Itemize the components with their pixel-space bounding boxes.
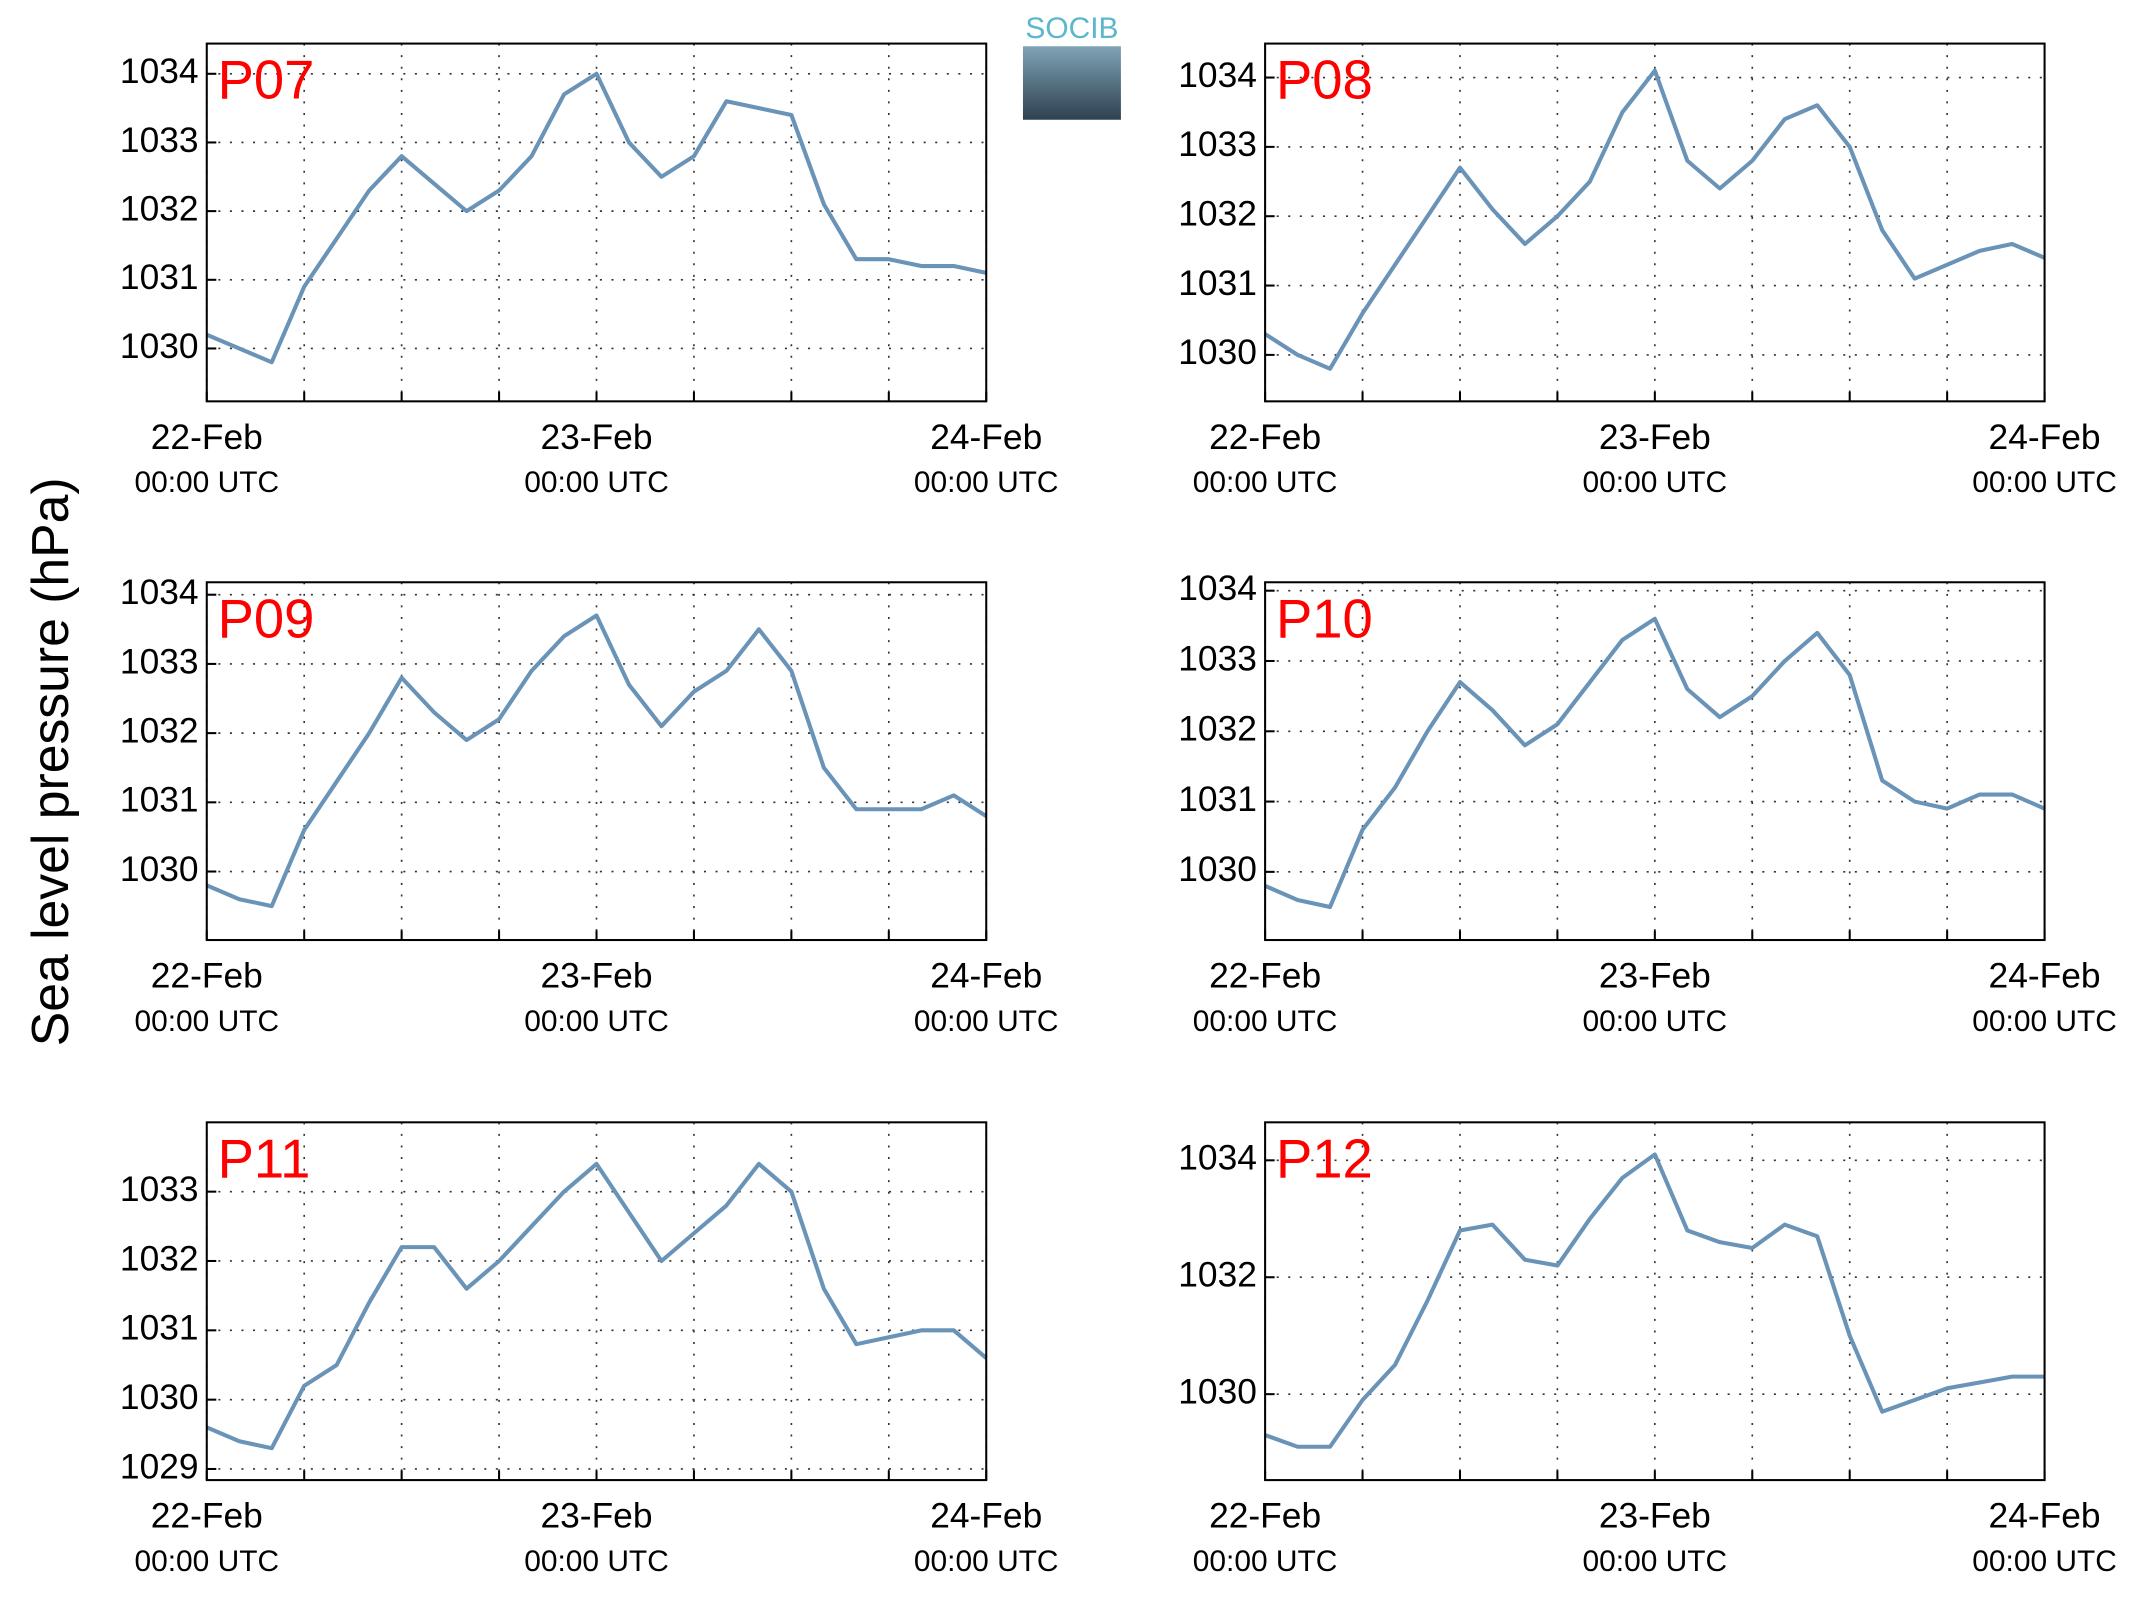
y-tick-label: 1033 <box>120 1170 199 1209</box>
x-tick-sublabel: 00:00 UTC <box>1583 1005 1728 1038</box>
panel: 1029 1030 1031 1032 1033 22-Feb 00:00 UTC 23-Fe… <box>120 1121 1059 1578</box>
pressure-line <box>1264 616 2046 910</box>
panel: 1030 1031 1032 1033 1034 22-Feb 00:00 UTC 23-Fe… <box>120 42 1059 499</box>
y-axis-label: Sea level pressure (hPa) <box>21 477 79 1046</box>
plot-frame <box>1264 1121 2046 1482</box>
pressure-line <box>205 613 988 909</box>
plot-frame <box>205 42 988 403</box>
x-tick-label: 24-Feb <box>1989 956 2101 995</box>
y-tick-label: 1034 <box>1178 569 1257 608</box>
y-tick-label: 1029 <box>120 1447 199 1486</box>
x-tick-label: 23-Feb <box>1599 1497 1711 1536</box>
x-tick-label: 23-Feb <box>540 1497 652 1536</box>
x-tick-sublabel: 00:00 UTC <box>1972 1545 2117 1578</box>
panel-title: P10 <box>1276 588 1373 649</box>
x-tick-label: 22-Feb <box>151 1497 263 1536</box>
y-tick-label: 1031 <box>120 781 199 820</box>
x-tick-label: 24-Feb <box>1989 418 2101 457</box>
logo: SOCIB <box>1022 12 1121 120</box>
y-tick-label: 1031 <box>1178 264 1257 303</box>
panel: 1030 1032 1034 22-Feb 00:00 UTC 23-Feb 00:00 U… <box>1178 1121 2117 1578</box>
x-tick-sublabel: 00:00 UTC <box>914 1005 1059 1038</box>
y-tick-label: 1030 <box>120 327 199 366</box>
x-tick-sublabel: 00:00 UTC <box>524 1005 669 1038</box>
x-tick-sublabel: 00:00 UTC <box>1583 466 1728 499</box>
plot-frame <box>1264 42 2046 403</box>
x-tick-sublabel: 00:00 UTC <box>914 466 1059 499</box>
x-tick-label: 22-Feb <box>1209 418 1321 457</box>
y-tick-label: 1032 <box>1178 195 1257 234</box>
panel: 1030 1031 1032 1033 1034 22-Feb 00:00 UTC 23-Fe… <box>1178 569 2117 1038</box>
y-tick-label: 1033 <box>120 121 199 160</box>
y-tick-label: 1034 <box>120 573 199 612</box>
pressure-line <box>1264 68 2046 371</box>
x-tick-label: 24-Feb <box>1989 1497 2101 1536</box>
x-tick-sublabel: 00:00 UTC <box>914 1545 1059 1578</box>
panel: 1030 1031 1032 1033 1034 22-Feb 00:00 UTC 23-Fe… <box>1178 42 2117 499</box>
y-tick-label: 1034 <box>1178 1139 1257 1178</box>
panel-title: P07 <box>218 50 315 111</box>
panel-title: P12 <box>1276 1129 1373 1190</box>
x-tick-label: 24-Feb <box>930 1497 1042 1536</box>
y-tick-label: 1030 <box>1178 333 1257 372</box>
x-tick-label: 22-Feb <box>1209 956 1321 995</box>
x-tick-sublabel: 00:00 UTC <box>1972 466 2117 499</box>
x-tick-sublabel: 00:00 UTC <box>134 1005 279 1038</box>
x-tick-sublabel: 00:00 UTC <box>524 1545 669 1578</box>
x-tick-label: 24-Feb <box>930 418 1042 457</box>
y-tick-label: 1032 <box>120 189 199 228</box>
panel-title: P08 <box>1276 50 1373 111</box>
y-tick-label: 1031 <box>1178 780 1257 819</box>
y-tick-label: 1033 <box>1178 125 1257 164</box>
y-tick-label: 1034 <box>1178 56 1257 95</box>
x-tick-sublabel: 00:00 UTC <box>1193 1545 1338 1578</box>
plot-frame <box>205 1121 988 1482</box>
logo-text: SOCIB <box>1025 12 1118 45</box>
panel-title: P11 <box>218 1129 311 1190</box>
x-tick-label: 23-Feb <box>540 418 652 457</box>
y-tick-label: 1032 <box>120 1239 199 1278</box>
x-tick-sublabel: 00:00 UTC <box>134 466 279 499</box>
x-tick-sublabel: 00:00 UTC <box>524 466 669 499</box>
x-tick-label: 22-Feb <box>151 956 263 995</box>
x-tick-label: 22-Feb <box>1209 1497 1321 1536</box>
y-tick-label: 1030 <box>1178 1372 1257 1411</box>
pressure-line <box>1264 1152 2045 1449</box>
y-tick-label: 1032 <box>1178 1256 1257 1295</box>
x-tick-label: 23-Feb <box>1599 956 1711 995</box>
x-tick-sublabel: 00:00 UTC <box>1193 1005 1338 1038</box>
plot-frame <box>1264 581 2046 942</box>
plot-frame <box>205 581 988 942</box>
y-tick-label: 1031 <box>120 258 199 297</box>
x-tick-label: 23-Feb <box>1599 418 1711 457</box>
y-tick-label: 1032 <box>120 711 199 750</box>
x-tick-sublabel: 00:00 UTC <box>1583 1545 1728 1578</box>
y-tick-label: 1030 <box>120 1378 199 1417</box>
pressure-line <box>205 1161 988 1451</box>
y-tick-label: 1031 <box>120 1309 199 1348</box>
x-tick-sublabel: 00:00 UTC <box>1972 1005 2117 1038</box>
x-tick-sublabel: 00:00 UTC <box>134 1545 279 1578</box>
logo-box <box>1022 46 1121 120</box>
x-tick-label: 24-Feb <box>930 956 1042 995</box>
y-tick-label: 1033 <box>120 642 199 681</box>
y-tick-label: 1032 <box>1178 710 1257 749</box>
y-tick-label: 1030 <box>1178 850 1257 889</box>
x-tick-sublabel: 00:00 UTC <box>1193 466 1338 499</box>
panel: 1030 1031 1032 1033 1034 22-Feb 00:00 UTC 23-Fe… <box>120 573 1059 1038</box>
panel-title: P09 <box>218 588 315 649</box>
pressure-line <box>205 71 987 365</box>
y-tick-label: 1030 <box>120 850 199 889</box>
x-tick-label: 22-Feb <box>151 418 263 457</box>
y-tick-label: 1034 <box>120 52 199 91</box>
x-tick-label: 23-Feb <box>540 956 652 995</box>
y-tick-label: 1033 <box>1178 639 1257 678</box>
